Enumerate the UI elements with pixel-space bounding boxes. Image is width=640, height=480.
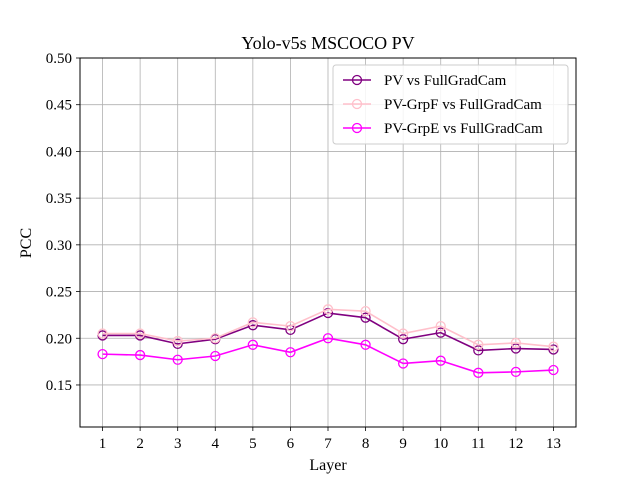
- legend-item: PV-GrpF vs FullGradCam: [343, 97, 542, 113]
- data-point: [473, 339, 484, 350]
- chart-title: Yolo-v5s MSCOCO PV: [241, 33, 414, 53]
- data-point: [322, 333, 334, 344]
- data-point: [435, 320, 446, 332]
- legend-item: PV vs FullGradCam: [343, 73, 507, 89]
- data-point: [172, 354, 183, 365]
- data-point: [473, 345, 484, 356]
- x-axis-ticks: 1 2 3 4 5 6 7 8 9 10 11 12 13: [99, 427, 561, 452]
- data-point: [97, 348, 108, 360]
- x-tick-label: 4: [212, 436, 220, 452]
- data-point: [172, 335, 183, 347]
- x-tick-label: 10: [433, 436, 448, 452]
- x-tick-label: 9: [399, 436, 407, 452]
- legend-box: [332, 64, 569, 145]
- y-tick-label: 0.35: [46, 191, 72, 207]
- legend-label: PV-GrpE vs FullGradCam: [384, 121, 543, 137]
- x-tick-label: 6: [287, 436, 295, 452]
- x-tick-label: 7: [324, 436, 332, 452]
- data-point: [548, 364, 559, 376]
- data-point: [360, 339, 371, 350]
- series-3: [97, 333, 559, 378]
- data-point: [510, 366, 522, 378]
- legend-label: PV-GrpF vs FullGradCam: [384, 97, 542, 113]
- data-point: [398, 328, 409, 339]
- y-tick-label: 0.25: [46, 285, 72, 301]
- series-line: [102, 308, 554, 348]
- x-tick-label: 3: [174, 436, 182, 452]
- y-tick-label: 0.15: [46, 378, 72, 394]
- y-tick-label: 0.20: [46, 331, 72, 347]
- data-point: [247, 339, 258, 350]
- legend-item: PV-GrpE vs FullGradCam: [343, 121, 543, 137]
- data-point: [97, 328, 108, 339]
- x-tick-label: 2: [136, 436, 144, 452]
- y-axis-ticks: 0.15 0.20 0.25 0.30 0.35 0.40 0.45 0.50: [46, 51, 80, 394]
- x-tick-label: 1: [99, 436, 107, 452]
- data-point: [247, 317, 258, 328]
- data-point: [360, 306, 371, 317]
- series-line: [102, 337, 554, 374]
- series-1: [97, 307, 559, 356]
- y-tick-label: 0.30: [46, 238, 72, 254]
- data-point: [398, 334, 409, 345]
- data-point: [435, 355, 446, 366]
- data-point: [247, 320, 258, 331]
- data-point: [510, 337, 522, 349]
- data-point: [360, 312, 371, 323]
- x-tick-label: 5: [249, 436, 257, 452]
- data-point: [435, 327, 446, 338]
- y-tick-label: 0.50: [46, 51, 72, 67]
- x-tick-label: 8: [362, 436, 370, 452]
- data-point: [285, 347, 296, 358]
- data-point: [134, 349, 146, 361]
- series-line: [102, 312, 554, 352]
- data-point: [398, 358, 409, 369]
- legend-marker: [351, 122, 363, 134]
- data-point: [172, 338, 183, 350]
- data-point: [473, 367, 484, 378]
- data-point: [548, 341, 559, 352]
- legend-marker: [351, 98, 363, 110]
- y-tick-label: 0.45: [46, 98, 72, 114]
- y-axis-label: PCC: [18, 228, 35, 258]
- x-axis-label: Layer: [309, 457, 347, 474]
- x-tick-label: 13: [546, 436, 561, 452]
- series-layer: [97, 304, 559, 378]
- series-2: [97, 304, 559, 352]
- data-point: [134, 328, 146, 339]
- legend-marker: [351, 74, 363, 86]
- legend-label: PV vs FullGradCam: [384, 73, 507, 89]
- data-point: [322, 304, 334, 315]
- data-point: [285, 320, 296, 332]
- data-point: [210, 350, 221, 362]
- data-point: [210, 333, 221, 344]
- legend: PV vs FullGradCam PV-GrpF vs FullGradCam P…: [332, 64, 569, 145]
- x-tick-label: 11: [471, 436, 485, 452]
- x-tick-label: 12: [508, 436, 523, 452]
- data-point: [548, 344, 559, 355]
- data-point: [510, 343, 522, 354]
- y-tick-label: 0.40: [46, 144, 72, 160]
